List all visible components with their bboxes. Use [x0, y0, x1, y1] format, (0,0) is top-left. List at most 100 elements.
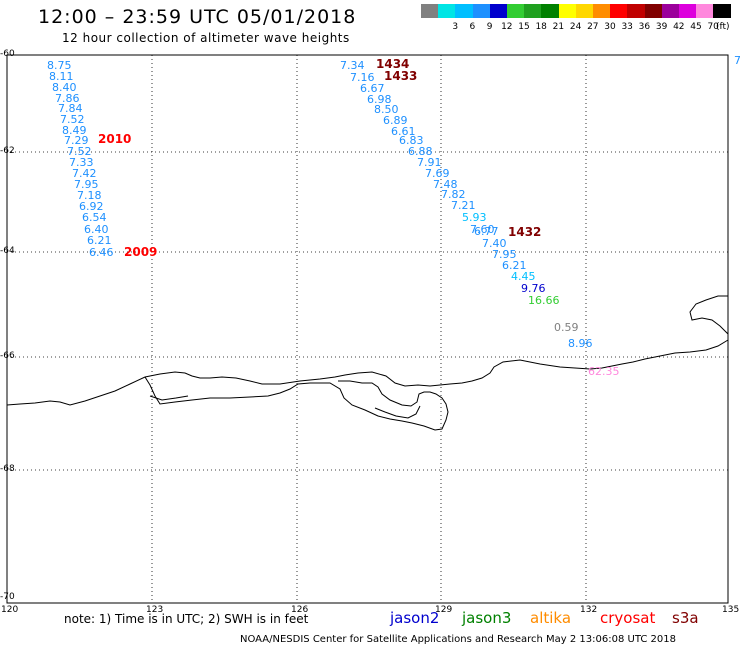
scale-units: (ft) [716, 22, 730, 32]
latitude-label: -68 [0, 464, 15, 474]
wave-height-value: 6.21 [502, 259, 527, 272]
wave-height-value: 7.40 [482, 237, 507, 250]
wave-height-value: 6.46 [89, 246, 114, 259]
wave-height-value: 7.95 [492, 248, 517, 261]
latitude-label: -62 [0, 146, 15, 156]
wave-height-value: 6.98 [367, 93, 392, 106]
scale-tick-label: 39 [655, 22, 668, 32]
island-east [689, 295, 729, 335]
scale-tick-label: 15 [518, 22, 530, 32]
scale-tick-label: 12 [501, 22, 513, 32]
wave-height-value: 9.76 [521, 282, 546, 295]
wave-height-value: 6.88 [408, 145, 433, 158]
graticule [7, 55, 728, 603]
latitude-label: -64 [0, 246, 15, 256]
longitude-label: 120 [1, 605, 19, 615]
scale-swatch [438, 4, 457, 18]
coastline-detail-b [374, 405, 421, 419]
wave-height-value: 7.42 [72, 167, 97, 180]
scale-swatch [575, 4, 594, 18]
edge-wave-value: 7 [734, 54, 740, 67]
wave-height-value: 7.69 [425, 167, 450, 180]
wave-height-value: 8.75 [47, 59, 72, 72]
wave-height-value: 6.40 [84, 223, 109, 236]
longitude-label: 135 [722, 605, 740, 615]
latitude-label: -66 [0, 351, 15, 361]
scale-swatch [627, 4, 646, 18]
scale-swatch [472, 4, 491, 18]
wave-height-value: 7.84 [58, 102, 83, 115]
scale-swatch [455, 4, 474, 18]
map-note: note: 1) Time is in UTC; 2) SWH is in fe… [64, 612, 309, 626]
wave-height-value: 7.18 [77, 189, 102, 202]
scale-tick-label: 9 [486, 22, 493, 32]
scale-tick-label: 33 [621, 22, 633, 32]
wave-height-value: 7.52 [60, 113, 85, 126]
longitude-label: 126 [291, 605, 309, 615]
coastline-detail-c [149, 395, 189, 401]
longitude-label: 123 [146, 605, 164, 615]
wave-height-value: 8.11 [49, 70, 74, 83]
antarctic-coastline [6, 339, 729, 406]
wave-height-value: 6.89 [383, 114, 408, 127]
wave-height-value: 7.34 [340, 59, 365, 72]
scale-swatch [713, 4, 732, 18]
scale-tick-label: 24 [569, 22, 582, 32]
wave-height-value: 6.67 [360, 82, 385, 95]
wave-height-value: 7.48 [433, 178, 458, 191]
wave-height-value: 5.93 [462, 211, 487, 224]
scale-swatch [541, 4, 560, 18]
map-footer: NOAA/NESDIS Center for Satellite Applica… [240, 634, 676, 645]
pass-time-label: 2009 [124, 245, 158, 259]
wave-height-value: 6.77 [474, 225, 499, 238]
longitude-label: 129 [435, 605, 453, 615]
map-title: 12:00 – 23:59 UTC 05/01/2018 [38, 6, 357, 28]
wave-height-value: 6.61 [391, 125, 416, 138]
wave-height-value: 7.60 [470, 223, 495, 236]
wave-height-value: 8.96 [568, 337, 593, 350]
scale-tick-label: 21 [552, 22, 565, 32]
wave-height-value: 7.95 [74, 178, 99, 191]
map-border [6, 54, 729, 604]
scale-swatch [610, 4, 629, 18]
scale-tick-label: 45 [690, 22, 702, 32]
wave-height-value: 4.45 [511, 270, 536, 283]
wave-height-value: 6.54 [82, 211, 107, 224]
wave-height-value: 6.83 [399, 134, 424, 147]
scale-tick-label: 3 [452, 22, 459, 32]
scale-swatch [489, 4, 508, 18]
latitude-label: -70 [0, 592, 15, 602]
scale-tick-label: 6 [469, 22, 476, 32]
wave-height-value: 7.21 [451, 199, 476, 212]
map-subtitle: 12 hour collection of altimeter wave hei… [62, 31, 350, 45]
scale-swatch [696, 4, 715, 18]
pass-time-label: 2010 [98, 132, 132, 146]
scale-swatch [679, 4, 697, 18]
wave-height-value: 7.33 [69, 156, 94, 169]
wave-height-value: 7.16 [350, 71, 375, 84]
scale-tick-label: 42 [673, 22, 685, 32]
wave-height-value: 7.82 [441, 188, 466, 201]
scale-swatch [524, 4, 543, 18]
scale-swatch [644, 4, 663, 18]
scale-swatch [558, 4, 577, 18]
wave-height-value: 7.29 [64, 134, 89, 147]
wave-height-value: 6.92 [79, 200, 104, 213]
legend-satellite-s3a: s3a [672, 609, 699, 627]
pass-time-label: 1433 [384, 69, 418, 83]
scale-tick-label: 27 [587, 22, 599, 32]
scale-tick-label: 36 [638, 22, 651, 32]
scale-swatch [421, 4, 439, 18]
legend-satellite-cryosat: cryosat [600, 609, 656, 627]
wave-height-value: 7.91 [417, 156, 442, 169]
latitude-label: -60 [0, 49, 15, 59]
wave-height-value: 7.86 [55, 92, 80, 105]
longitude-label: 132 [580, 605, 598, 615]
wave-height-value: 8.50 [374, 103, 399, 116]
scale-tick-label: 18 [535, 22, 547, 32]
legend-satellite-altika: altika [530, 609, 572, 627]
pass-time-label: 1432 [508, 225, 542, 239]
wave-height-value: 8.40 [52, 81, 77, 94]
wave-height-value: 8.49 [62, 124, 87, 137]
